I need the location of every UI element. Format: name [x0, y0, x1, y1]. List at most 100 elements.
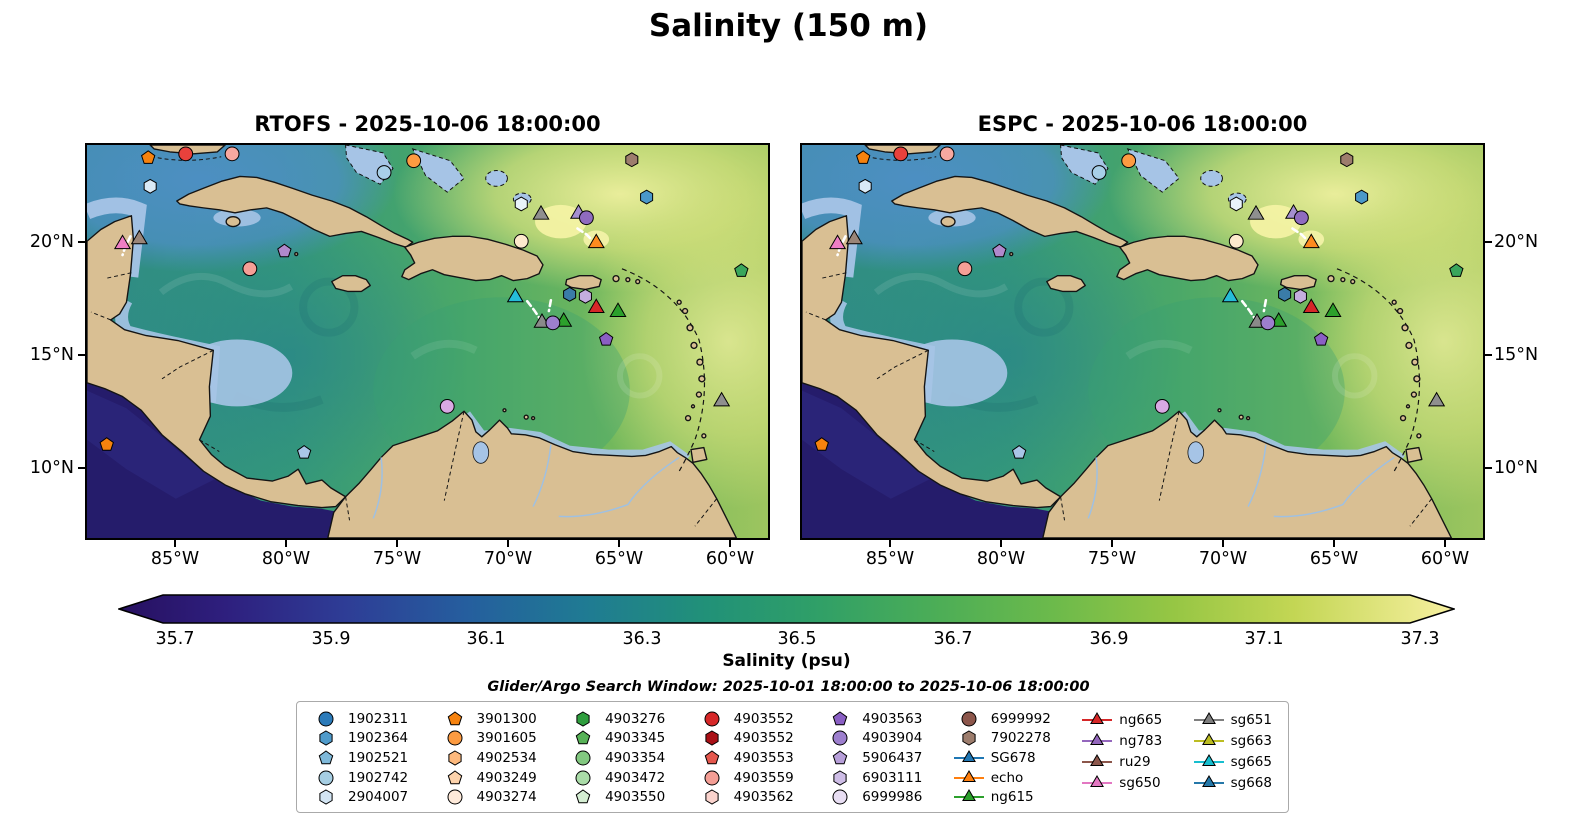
legend-entry: sg663: [1192, 730, 1272, 751]
map-marker-circle: [1293, 210, 1309, 226]
map-marker-triangle: [587, 233, 605, 249]
x-tick-label: 70°W: [1198, 549, 1248, 569]
legend-entry: 4903563: [823, 709, 922, 729]
glider-track: [1240, 299, 1257, 321]
legend-label: ng665: [1119, 711, 1163, 728]
y-tick-label: 10°N: [1494, 458, 1539, 478]
colorbar-tick-label: 36.7: [933, 629, 973, 649]
x-tick-label: 65°W: [594, 549, 644, 569]
legend-marker-glider: [1193, 774, 1224, 787]
map-marker-hexagon: [1229, 196, 1243, 212]
y-tick-mark: [78, 354, 85, 356]
legend-label: 4903249: [476, 769, 537, 786]
map-marker-hexagon: [1293, 288, 1307, 304]
map-marker-triangle: [1302, 298, 1320, 314]
legend-marker-glider: [1082, 711, 1113, 724]
legend-entry: 1902521: [309, 748, 408, 768]
legend-entry: 5906437: [823, 748, 922, 768]
y-tick-mark: [78, 241, 85, 243]
legend-label: SG678: [990, 749, 1036, 766]
legend-entry: 4903345: [566, 729, 665, 749]
legend-entry: 1902364: [309, 729, 408, 749]
legend-marker-float: [704, 770, 720, 786]
map-marker-pentagon: [734, 263, 749, 277]
map-marker-hexagon: [625, 152, 639, 168]
legend-column: 6999992 7902278 SG678 echo ng615: [952, 709, 1051, 807]
map-marker-hexagon: [1278, 286, 1292, 302]
legend-label: sg668: [1230, 774, 1272, 791]
x-tick-mark: [1000, 540, 1002, 547]
x-tick-mark: [618, 540, 620, 547]
legend-marker-float: [319, 730, 333, 746]
legend-marker-float: [832, 730, 848, 746]
legend-entry: ng665: [1080, 709, 1162, 730]
map-marker-circle: [893, 146, 909, 162]
y-tick-mark: [78, 467, 85, 469]
map-marker-pentagon: [598, 332, 614, 346]
y-tick-label: 20°N: [1494, 232, 1539, 252]
colorbar-tick-label: 35.9: [311, 629, 351, 649]
colorbar-tick-label: 37.3: [1400, 629, 1440, 649]
x-tick-label: 75°W: [1087, 549, 1137, 569]
legend-entry: sg650: [1080, 772, 1162, 793]
map-marker-circle: [242, 261, 258, 277]
legend-entry: 4903276: [566, 709, 665, 729]
legend-label: 4903276: [605, 710, 666, 727]
map-marker-hexagon: [563, 286, 577, 302]
legend-entry: ru29: [1080, 751, 1162, 772]
map-marker-pentagon: [140, 150, 156, 164]
observation-markers: [99, 146, 749, 459]
legend-marker-float: [961, 711, 977, 727]
map-marker-circle: [545, 315, 561, 331]
legend-label: 4903274: [476, 789, 537, 806]
legend-entry: 4903562: [695, 787, 794, 807]
legend-label: 3901605: [476, 730, 537, 747]
legend-marker-float: [575, 770, 591, 786]
legend-label: 2904007: [348, 789, 409, 806]
x-tick-mark: [174, 540, 176, 547]
map-marker-circle: [224, 146, 240, 162]
map-marker-circle: [376, 165, 392, 180]
map-marker-triangle: [609, 302, 627, 317]
legend-marker-float: [447, 789, 463, 805]
colorbar-tick-label: 37.1: [1244, 629, 1284, 649]
map-marker-hexagon: [514, 196, 528, 212]
legend-marker-float: [575, 730, 591, 745]
colorbar: [118, 594, 1455, 624]
legend-label: 4903345: [605, 730, 666, 747]
legend-column: sg651 sg663 sg665 sg668: [1192, 709, 1272, 807]
legend-entry: 4903553: [695, 748, 794, 768]
map-marker-triangle: [130, 229, 148, 245]
x-tick-label: 60°W: [1420, 549, 1470, 569]
y-tick-mark: [1485, 241, 1492, 243]
legend-label: 4903553: [733, 749, 794, 766]
legend-marker-float: [447, 730, 463, 746]
legend-label: 6999986: [862, 789, 923, 806]
map-marker-triangle: [587, 298, 605, 314]
map-marker-circle: [1154, 398, 1170, 414]
legend-column: ng665 ng783 ru29 sg650: [1080, 709, 1162, 807]
legend-entry: 1902742: [309, 768, 408, 788]
map-marker-triangle: [113, 234, 132, 250]
legend-marker-float: [447, 711, 462, 725]
legend-label: 7902278: [990, 730, 1051, 747]
legend-marker-float: [962, 730, 976, 746]
legend-entry: ng615: [952, 787, 1051, 807]
legend-marker-glider: [953, 769, 984, 782]
legend-marker-glider: [953, 749, 984, 762]
legend-marker-float: [576, 711, 590, 727]
legend-entry: 4903274: [438, 787, 537, 807]
map-marker-pentagon: [99, 437, 114, 451]
legend-entry: sg665: [1192, 751, 1272, 772]
legend-entry: 4903552: [695, 729, 794, 749]
map-marker-circle: [957, 261, 973, 277]
legend-label: 4903904: [862, 730, 923, 747]
legend-label: 4903552: [733, 710, 794, 727]
map-marker-triangle: [506, 287, 524, 303]
map-marker-triangle: [1428, 391, 1446, 407]
map-marker-circle: [439, 398, 455, 414]
legend-entry: 6999992: [952, 709, 1051, 729]
legend-entry: 3901300: [438, 709, 537, 729]
search-window-text: Glider/Argo Search Window: 2025-10-01 18…: [487, 679, 1090, 695]
